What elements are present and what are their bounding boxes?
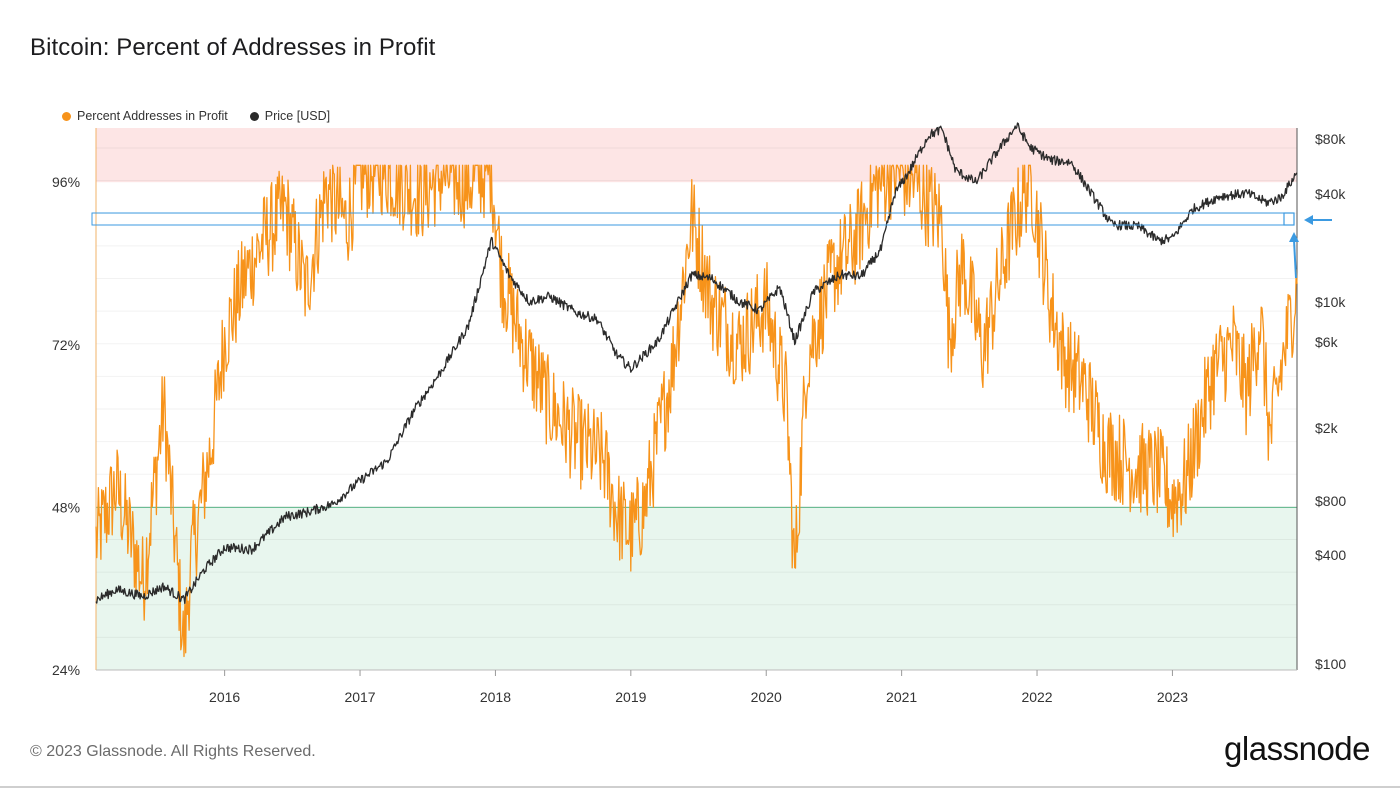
- y-left-tick-label: 96%: [52, 174, 80, 190]
- chart-legend: Percent Addresses in Profit Price [USD]: [62, 109, 330, 123]
- chart-title: Bitcoin: Percent of Addresses in Profit: [30, 34, 436, 61]
- y-right-tick-label: $6k: [1315, 334, 1339, 350]
- y-left-tick-label: 24%: [52, 662, 80, 678]
- highlight-endcap: [1283, 212, 1295, 226]
- x-tick-label: 2021: [886, 689, 917, 705]
- x-tick-label: 2023: [1157, 689, 1188, 705]
- left-arrow-head: [1304, 215, 1313, 225]
- y-right-tick-label: $800: [1315, 493, 1346, 509]
- overheated-zone: [96, 128, 1297, 183]
- up-arrow-head: [1289, 232, 1299, 242]
- legend-dot-profit: [62, 111, 71, 121]
- up-arrow-shaft: [1293, 239, 1297, 279]
- glassnode-logo: glassnode: [1224, 730, 1370, 767]
- y-left-tick-label: 72%: [52, 337, 80, 353]
- y-right-tick-label: $2k: [1315, 420, 1339, 436]
- x-tick-label: 2017: [344, 689, 375, 705]
- y-right-tick-label: $80k: [1315, 131, 1346, 147]
- y-right-tick-label: $100: [1315, 656, 1346, 672]
- x-tick-label: 2019: [615, 689, 646, 705]
- legend-item-profit[interactable]: Percent Addresses in Profit: [62, 109, 228, 123]
- y-right-tick-label: $10k: [1315, 294, 1346, 310]
- oversold-zone: [96, 507, 1297, 670]
- bottom-divider: [0, 786, 1400, 788]
- legend-label-price: Price [USD]: [264, 109, 331, 123]
- x-tick-label: 2016: [209, 689, 240, 705]
- legend-dot-price: [249, 111, 259, 121]
- price-series-line: [95, 122, 1298, 605]
- x-tick-label: 2022: [1021, 689, 1052, 705]
- y-left-tick-label: 48%: [52, 499, 80, 515]
- y-right-tick-label: $400: [1315, 547, 1346, 563]
- copyright-footer: © 2023 Glassnode. All Rights Reserved.: [30, 743, 316, 760]
- legend-label-profit: Percent Addresses in Profit: [77, 109, 228, 123]
- legend-item-price[interactable]: Price [USD]: [249, 109, 331, 123]
- x-tick-label: 2018: [480, 689, 511, 705]
- y-right-tick-label: $40k: [1315, 186, 1346, 202]
- x-tick-label: 2020: [751, 689, 782, 705]
